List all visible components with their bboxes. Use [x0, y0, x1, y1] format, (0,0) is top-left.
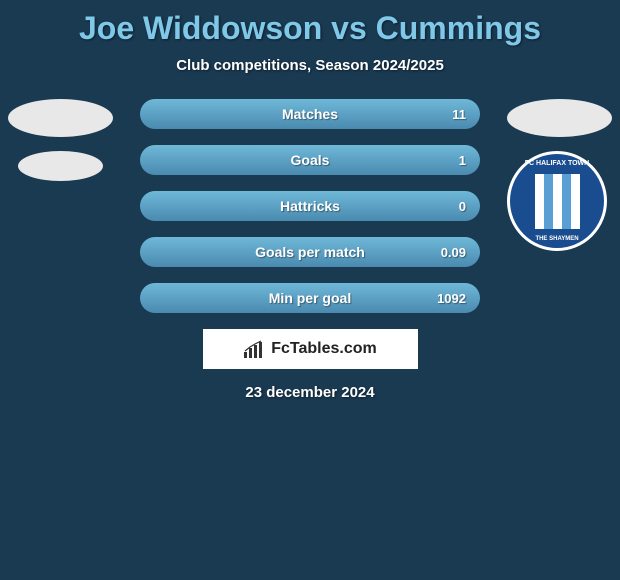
stat-label: Matches	[282, 106, 338, 122]
stat-label: Min per goal	[269, 290, 351, 306]
stat-rows: Matches 11 Goals 1 Hattricks 0 Goals per…	[140, 99, 480, 313]
player1-avatar	[8, 99, 113, 137]
stat-right-value: 0.09	[441, 245, 466, 260]
stat-row-gpm: Goals per match 0.09	[140, 237, 480, 267]
date-label: 23 december 2024	[0, 384, 620, 401]
player1-club-avatar	[18, 151, 103, 181]
chart-icon	[243, 340, 265, 358]
stat-label: Hattricks	[280, 198, 340, 214]
badge-shield	[535, 174, 580, 229]
club-badge: FC HALIFAX TOWN THE SHAYMEN	[507, 151, 607, 251]
stats-area: FC HALIFAX TOWN THE SHAYMEN Matches 11	[0, 99, 620, 313]
page-title: Joe Widdowson vs Cummings	[0, 10, 620, 47]
brand-logo[interactable]: FcTables.com	[203, 329, 418, 369]
stat-row-hattricks: Hattricks 0	[140, 191, 480, 221]
player2-avatar	[507, 99, 612, 137]
stat-label: Goals per match	[255, 244, 365, 260]
stat-row-goals: Goals 1	[140, 145, 480, 175]
stat-right-value: 1092	[437, 291, 466, 306]
stat-label: Goals	[291, 152, 330, 168]
badge-bottom-text: THE SHAYMEN	[510, 236, 604, 242]
stat-row-matches: Matches 11	[140, 99, 480, 129]
brand-text: FcTables.com	[271, 340, 377, 358]
right-column: FC HALIFAX TOWN THE SHAYMEN	[507, 99, 612, 251]
subtitle: Club competitions, Season 2024/2025	[0, 57, 620, 74]
left-column	[8, 99, 113, 195]
badge-top-text: FC HALIFAX TOWN	[510, 160, 604, 167]
stat-right-value: 0	[459, 199, 466, 214]
main-container: Joe Widdowson vs Cummings Club competiti…	[0, 0, 620, 411]
stat-row-mpg: Min per goal 1092	[140, 283, 480, 313]
stat-right-value: 1	[459, 153, 466, 168]
stat-right-value: 11	[452, 107, 466, 122]
